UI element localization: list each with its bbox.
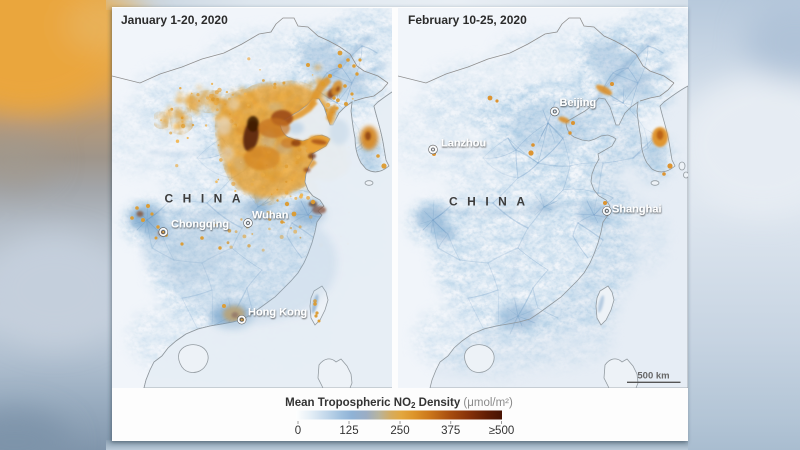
svg-text:Wuhan: Wuhan	[252, 210, 289, 222]
svg-text:125: 125	[339, 425, 358, 437]
svg-text:≥500: ≥500	[489, 425, 515, 437]
svg-text:February 10-25, 2020: February 10-25, 2020	[408, 13, 527, 27]
svg-text:Lanzhou: Lanzhou	[441, 138, 486, 150]
svg-text:375: 375	[441, 425, 460, 437]
svg-text:CHINA: CHINA	[449, 195, 535, 209]
svg-text:0: 0	[295, 425, 301, 437]
svg-text:Chongqing: Chongqing	[171, 219, 229, 231]
svg-text:Beijing: Beijing	[560, 97, 597, 109]
svg-text:500 km: 500 km	[637, 371, 669, 382]
svg-text:Mean Tropospheric NO2 Density: Mean Tropospheric NO2 Density (μmol/m²)	[285, 397, 513, 410]
svg-text:250: 250	[390, 425, 409, 437]
svg-text:Shanghai: Shanghai	[612, 204, 662, 216]
svg-text:January 1-20, 2020: January 1-20, 2020	[121, 13, 228, 27]
svg-text:Hong Kong: Hong Kong	[248, 307, 307, 319]
svg-text:CHINA: CHINA	[165, 192, 251, 206]
